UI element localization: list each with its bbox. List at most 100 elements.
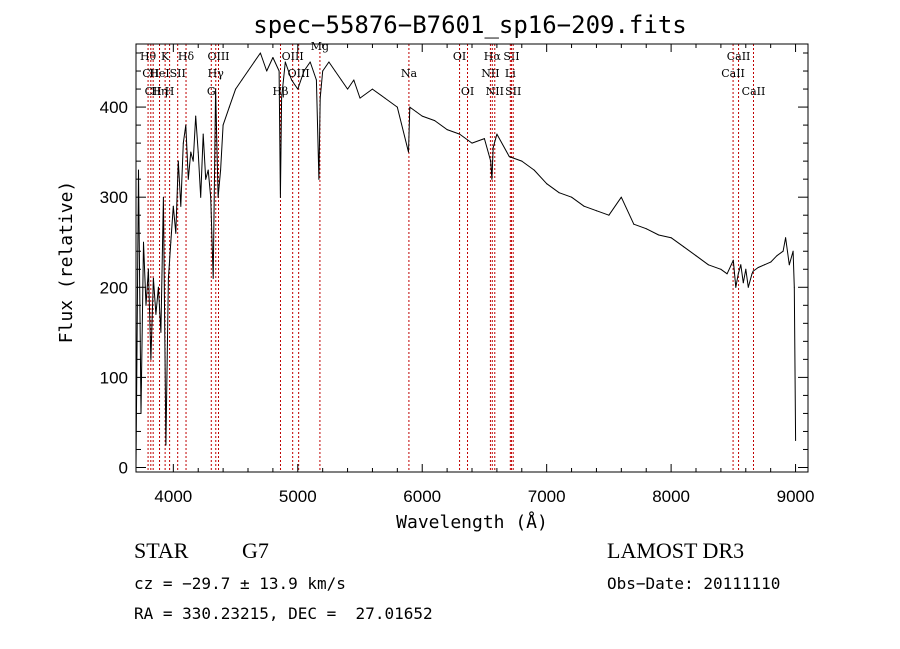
data-point	[309, 61, 311, 63]
line-label: CaII	[742, 85, 766, 98]
data-point	[490, 160, 492, 162]
data-point	[138, 169, 139, 171]
data-point	[167, 277, 169, 279]
coordinates: RA = 330.23215, DEC = 27.01652	[134, 604, 433, 623]
data-point	[658, 234, 660, 236]
data-point	[446, 129, 448, 131]
data-point	[180, 205, 182, 207]
line-label: OI	[453, 50, 466, 63]
data-point	[795, 440, 797, 441]
data-point	[152, 277, 154, 279]
data-point	[434, 120, 436, 122]
line-label: CaII	[727, 50, 751, 63]
object-subclass: G7	[242, 538, 269, 563]
data-point	[571, 196, 573, 198]
data-point	[408, 151, 409, 153]
line-label: Hθ	[140, 50, 157, 63]
data-point	[192, 160, 194, 162]
data-point	[752, 270, 754, 272]
data-point	[175, 232, 177, 234]
data-point	[792, 250, 794, 252]
line-label: OIII	[207, 50, 229, 63]
chart-title: spec−55876−B7601_sp16−209.fits	[253, 11, 686, 39]
data-point	[492, 147, 494, 149]
data-point	[483, 138, 485, 140]
data-point	[143, 241, 144, 243]
data-point	[315, 79, 317, 81]
data-point	[272, 57, 274, 58]
data-point	[278, 70, 280, 72]
data-point	[235, 88, 237, 90]
data-point	[177, 160, 179, 162]
data-point	[322, 70, 324, 72]
data-point	[384, 97, 386, 99]
line-label: Li	[505, 67, 516, 80]
plot-frame	[135, 43, 809, 473]
line-label: SII	[505, 85, 521, 98]
line-label: G	[207, 85, 216, 98]
line-label: CII	[142, 67, 159, 80]
data-point	[396, 106, 398, 108]
data-point	[247, 70, 249, 72]
data-point	[608, 214, 610, 216]
data-point	[253, 61, 255, 63]
data-point	[707, 264, 709, 266]
line-label: OI	[461, 85, 474, 98]
line-label: K	[161, 50, 170, 63]
x-tick-label: 6000	[403, 487, 441, 506]
line-label: Hα	[484, 50, 502, 63]
data-point	[745, 268, 747, 270]
x-tick-label: 7000	[528, 487, 566, 506]
data-point	[409, 106, 411, 108]
data-point	[241, 79, 243, 81]
data-point	[266, 70, 268, 72]
data-point	[160, 331, 162, 333]
data-point	[145, 304, 147, 306]
data-point	[776, 255, 778, 257]
data-point	[491, 178, 493, 180]
line-label: Hγ	[208, 67, 225, 80]
data-point	[162, 196, 164, 198]
data-point	[788, 264, 790, 266]
data-point	[228, 106, 230, 108]
data-point	[533, 169, 535, 171]
data-point	[200, 196, 202, 198]
data-point	[496, 133, 498, 135]
data-point	[558, 192, 560, 194]
data-point	[319, 97, 321, 99]
y-tick-label: 300	[100, 188, 128, 207]
data-point	[170, 241, 172, 243]
data-point	[185, 124, 187, 126]
line-label: Na	[401, 67, 418, 80]
data-point	[459, 133, 461, 135]
data-point	[155, 313, 157, 315]
line-label: SII	[503, 50, 519, 63]
x-tick-label: 4000	[154, 487, 192, 506]
data-point	[217, 196, 219, 198]
line-label: H	[165, 85, 175, 98]
data-point	[205, 178, 207, 180]
data-point	[508, 156, 510, 158]
data-point	[737, 273, 739, 275]
data-point	[279, 196, 281, 198]
data-point	[421, 115, 423, 117]
data-point	[197, 151, 199, 153]
axes-layer: 4000 5000 6000 7000 8000 9000 0 100 200 300 400	[100, 44, 814, 506]
data-point	[683, 246, 685, 248]
line-label: Hδ	[178, 50, 195, 63]
data-point	[210, 196, 212, 198]
data-point	[202, 133, 204, 135]
y-tick-label: 100	[100, 368, 128, 387]
data-point	[212, 277, 214, 279]
redshift-value: cz = −29.7 ± 13.9 km/s	[134, 574, 346, 593]
data-point	[793, 286, 795, 288]
data-point	[782, 250, 784, 252]
data-point	[165, 444, 167, 446]
data-point	[291, 79, 293, 81]
data-point	[695, 255, 697, 257]
data-point	[347, 88, 349, 90]
line-label: NII	[486, 85, 504, 98]
data-point	[207, 169, 209, 171]
data-point	[595, 210, 597, 212]
data-point	[328, 61, 330, 63]
